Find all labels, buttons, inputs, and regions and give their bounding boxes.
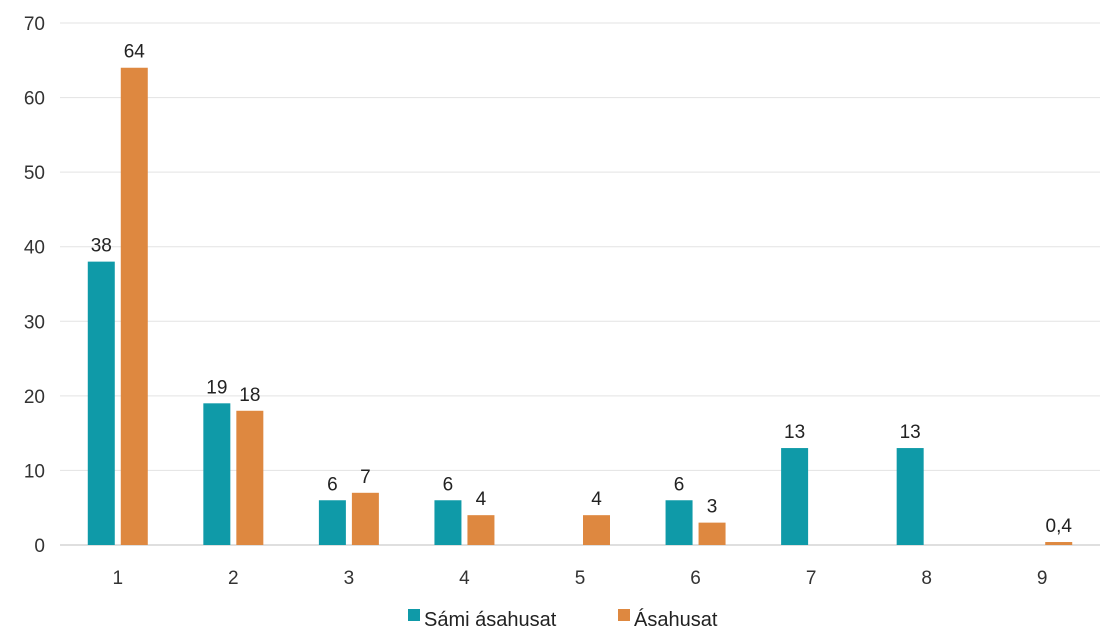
x-tick-label: 2 [228, 568, 239, 589]
data-label: 18 [239, 385, 260, 406]
data-label: 4 [591, 489, 602, 510]
legend-swatch-sami-asahusat [408, 609, 420, 621]
data-label: 6 [443, 474, 454, 495]
data-label: 38 [91, 236, 112, 257]
bar-asahusat [351, 492, 379, 545]
data-label: 6 [327, 474, 338, 495]
y-tick-label: 0 [34, 536, 45, 557]
x-tick-label: 6 [690, 568, 701, 589]
y-axis: 0 10 20 30 40 50 60 70 [24, 14, 45, 557]
y-tick-label: 60 [24, 89, 45, 110]
y-tick-label: 40 [24, 238, 45, 259]
gridlines [60, 22, 1100, 546]
data-label: 0,4 [1046, 516, 1073, 537]
data-label: 4 [476, 489, 487, 510]
bar-sami-asahusat [318, 500, 346, 545]
legend-swatch-asahusat [618, 609, 630, 621]
legend-label-asahusat: Ásahusat [634, 608, 718, 630]
x-axis: 1 2 3 4 5 6 7 8 9 [112, 568, 1047, 589]
data-label: 3 [707, 497, 718, 518]
bar-sami-asahusat [665, 500, 693, 545]
bar-sami-asahusat [87, 261, 115, 545]
data-label: 13 [784, 422, 805, 443]
bar-asahusat [236, 410, 264, 545]
x-tick-label: 3 [344, 568, 355, 589]
y-tick-label: 10 [24, 461, 45, 482]
y-tick-label: 50 [24, 163, 45, 184]
x-tick-label: 9 [1037, 568, 1048, 589]
bar-asahusat [120, 67, 148, 545]
x-tick-label: 8 [921, 568, 932, 589]
x-tick-label: 5 [575, 568, 586, 589]
y-tick-label: 30 [24, 312, 45, 333]
bar-sami-asahusat [434, 500, 462, 545]
data-label: 64 [124, 42, 146, 63]
y-tick-label: 70 [24, 14, 45, 35]
legend-label-sami-asahusat: Sámi ásahusat [424, 609, 557, 630]
data-label: 6 [674, 474, 685, 495]
x-tick-label: 7 [806, 568, 817, 589]
x-tick-label: 4 [459, 568, 470, 589]
data-label: 13 [900, 422, 921, 443]
bar-asahusat [467, 515, 495, 545]
bars [87, 67, 1073, 545]
data-labels: 38 19 6 6 6 13 13 64 18 7 4 4 3 0,4 [91, 42, 1073, 537]
bar-sami-asahusat [781, 448, 809, 545]
bar-asahusat [698, 522, 726, 545]
data-label: 7 [360, 467, 371, 488]
legend: Sámi ásahusat Ásahusat [408, 608, 718, 630]
data-label: 19 [206, 377, 227, 398]
bar-asahusat [583, 515, 610, 545]
bar-sami-asahusat [203, 403, 231, 545]
bar-asahusat [1045, 542, 1073, 545]
bar-sami-asahusat [896, 448, 924, 545]
y-tick-label: 20 [24, 387, 45, 408]
x-tick-label: 1 [112, 568, 123, 589]
